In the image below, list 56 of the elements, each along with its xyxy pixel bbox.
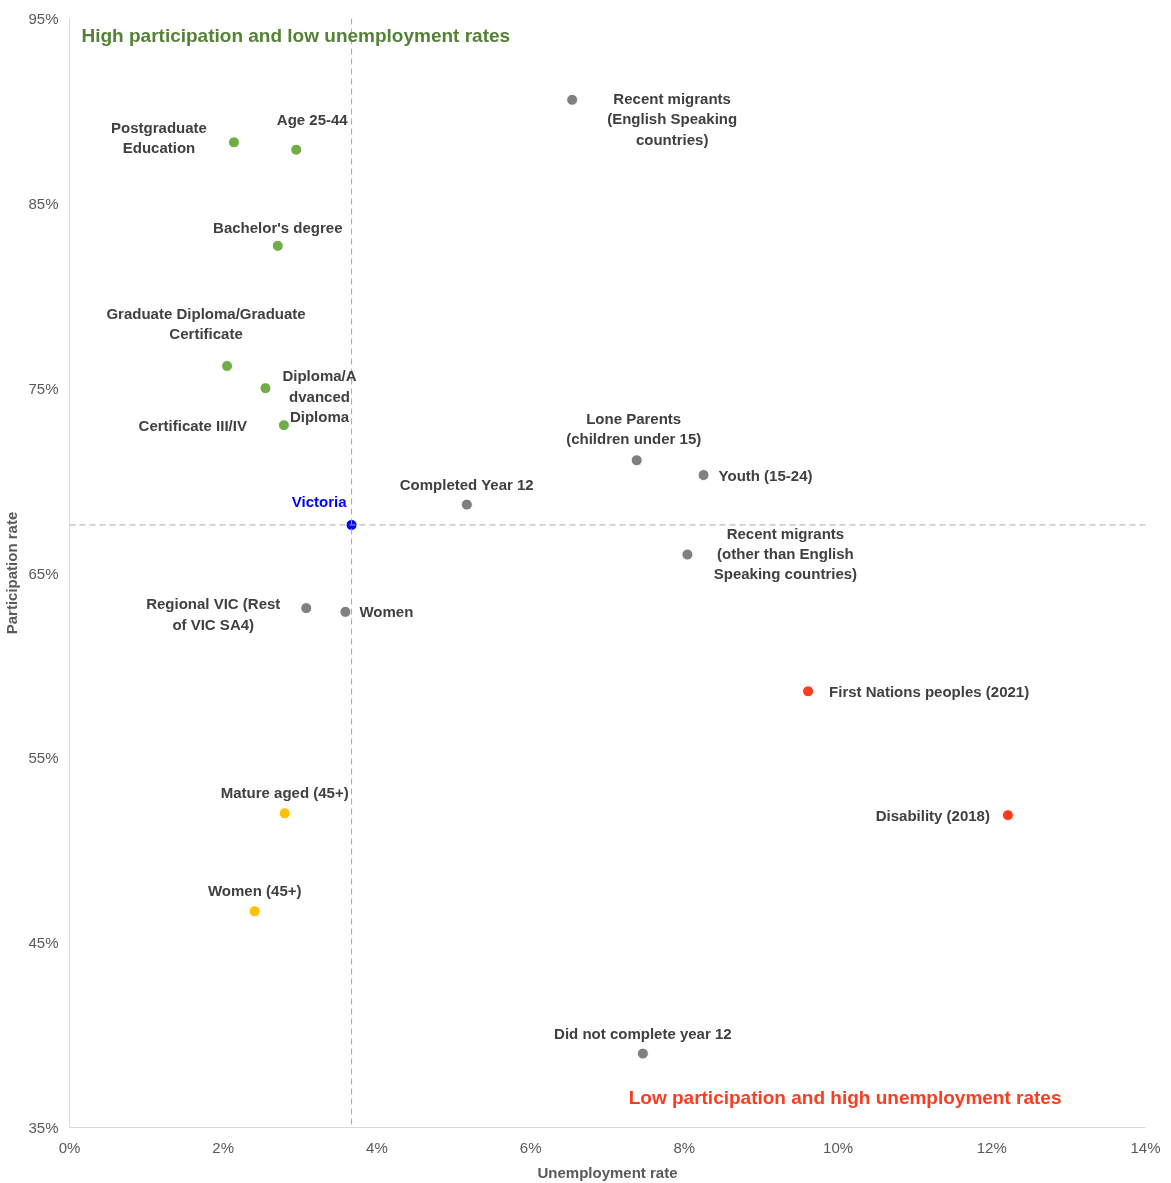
x-tick-label: 10% xyxy=(823,1138,854,1156)
annotation: Lone Parents (children under 15) xyxy=(566,409,702,448)
point xyxy=(1001,809,1014,822)
point xyxy=(802,685,815,698)
point xyxy=(259,382,272,395)
annotation: Mature aged (45+) xyxy=(220,784,349,802)
annotation: Completed Year 12 xyxy=(399,475,534,493)
annotation: Victoria xyxy=(291,493,348,511)
x-axis-title: Unemployment rate xyxy=(537,1163,678,1181)
annotation: Certificate III/IV xyxy=(138,416,247,434)
y-tick-label: 65% xyxy=(28,564,59,582)
annotation: Low participation and high unemployment rates xyxy=(628,1086,1062,1108)
y-tick-label: 95% xyxy=(28,10,59,27)
y-tick-label: 75% xyxy=(28,379,59,397)
annotation: Regional VIC (Rest of VIC SA4) xyxy=(146,595,281,633)
point xyxy=(248,905,261,918)
annotation: Youth (15-24) xyxy=(718,466,813,484)
y-tick-label: 85% xyxy=(28,194,59,212)
point xyxy=(278,807,291,820)
annotation: Postgraduate Education xyxy=(111,118,207,157)
annotation: Age 25-44 xyxy=(276,110,349,128)
x-tick-label: 0% xyxy=(58,1138,81,1156)
y-tick-label: 55% xyxy=(28,749,59,767)
point xyxy=(227,136,240,149)
point xyxy=(630,454,643,467)
annotation: Did not complete year 12 xyxy=(554,1024,732,1042)
annotation: Diploma/A dvanced Diploma xyxy=(282,367,357,425)
point xyxy=(339,605,352,618)
y-axis-title: Participation rate xyxy=(3,511,21,635)
annotation: High participation and low unemployment rates xyxy=(81,24,511,46)
point xyxy=(221,360,234,372)
annotation: Women xyxy=(359,603,414,621)
point xyxy=(460,498,473,511)
x-tick-label: 8% xyxy=(673,1138,696,1156)
x-tick-label: 2% xyxy=(212,1138,235,1156)
y-tick-label: 35% xyxy=(28,1119,59,1136)
point xyxy=(697,469,710,482)
annotation: Bachelor's degree xyxy=(213,218,343,236)
point xyxy=(300,602,313,615)
x-tick-label: 12% xyxy=(976,1138,1007,1156)
annotation: Graduate Diploma/Graduate Certificate xyxy=(106,304,306,342)
x-tick-label: 14% xyxy=(1130,1138,1161,1156)
point xyxy=(271,239,284,252)
y-tick-label: 45% xyxy=(28,934,59,952)
point xyxy=(681,548,694,561)
point xyxy=(636,1047,649,1060)
point xyxy=(277,419,290,432)
x-tick-label: 6% xyxy=(519,1138,542,1156)
annotation: Recent migrants (other than English Speaking countries) xyxy=(713,524,858,583)
annotation: Recent migrants (English Speaking countries) xyxy=(607,89,738,148)
annotation: Women (45+) xyxy=(207,882,302,900)
annotation: Disability (2018) xyxy=(875,806,990,824)
annotation: First Nations peoples (2021) xyxy=(829,682,1030,700)
x-tick-label: 4% xyxy=(366,1138,388,1156)
point xyxy=(566,93,579,106)
point xyxy=(290,143,303,156)
